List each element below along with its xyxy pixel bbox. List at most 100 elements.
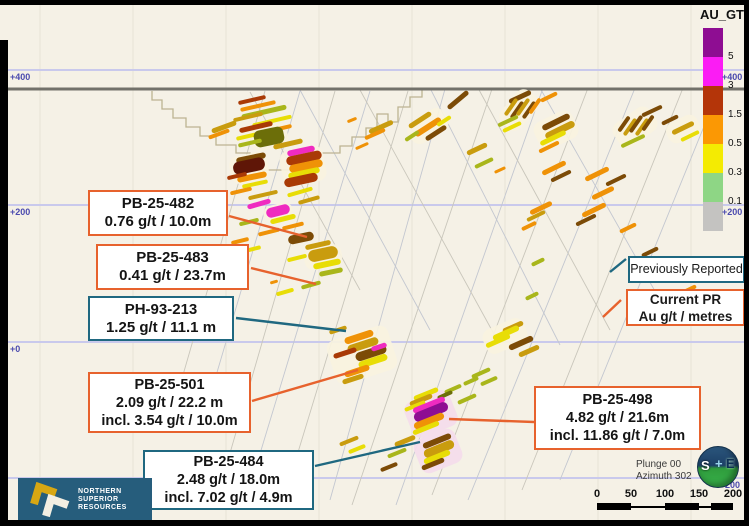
- drill-trace: [359, 89, 501, 346]
- assay-interval: [242, 179, 268, 189]
- assay-interval: [457, 393, 477, 405]
- callout-leader: [251, 368, 359, 403]
- assay-interval: [355, 142, 369, 150]
- callout-PB-25-501: PB-25-501 2.09 g/t / 22.2 m incl. 3.54 g/t…: [88, 372, 251, 433]
- assay-interval: [287, 254, 307, 262]
- assay-interval: [240, 100, 276, 112]
- callout-text-line: incl. 11.86 g/t / 7.0m: [549, 428, 686, 444]
- callout-PB-25-498: PB-25-498 4.82 g/t / 21.6m incl. 11.86 g/t…: [534, 386, 701, 450]
- assay-interval: [413, 396, 445, 414]
- legend-key-text: Au g/t / metres: [638, 308, 733, 324]
- assay-interval: [591, 186, 615, 200]
- legend-threshold-label: 1.5: [728, 109, 742, 120]
- assay-interval: [621, 134, 645, 148]
- drill-trace: [351, 88, 493, 506]
- logo-wordmark: NORTHERN SUPERIOR RESOURCES: [78, 488, 127, 512]
- assay-interval: [463, 376, 479, 386]
- assay-interval: [619, 222, 637, 234]
- assay-interval: [531, 257, 545, 267]
- frame-left: [0, 40, 8, 526]
- legend-key-text: Previously Reported: [630, 262, 743, 276]
- key-line-sample: [609, 258, 627, 273]
- scalebar-segment: [665, 503, 699, 510]
- callout-text-line: PB-25-501: [134, 376, 205, 393]
- assay-interval: [538, 141, 560, 153]
- assay-interval: [333, 347, 357, 359]
- assay-interval: [298, 195, 320, 205]
- callout-text-line: 1.25 g/t / 11.1 m: [105, 318, 217, 336]
- assay-interval: [540, 91, 558, 103]
- callout-text-line: 4.82 g/t / 21.6m: [565, 410, 670, 426]
- assay-interval: [502, 121, 522, 133]
- legend-color-segment: [703, 144, 723, 173]
- callout-PH-93-213: PH-93-213 1.25 g/t / 11.1 m: [88, 296, 234, 341]
- assay-interval: [447, 90, 469, 110]
- assay-interval: [233, 112, 263, 122]
- assay-interval: [497, 115, 519, 127]
- assay-interval: [545, 121, 575, 139]
- assay-interval: [413, 402, 449, 422]
- assay-interval: [305, 240, 331, 250]
- assay-interval: [270, 279, 278, 285]
- assay-interval: [680, 130, 700, 142]
- assay-interval: [358, 353, 388, 369]
- assay-interval: [525, 291, 539, 301]
- legend-color-segment: [703, 115, 723, 144]
- assay-interval: [238, 95, 266, 105]
- assay-interval: [211, 120, 237, 134]
- view-orientation-text: Plunge 00 Azimuth 302: [636, 459, 692, 483]
- assay-interval: [422, 433, 452, 449]
- callout-text-line: 0.76 g/t / 10.0m: [104, 213, 212, 230]
- logo-line-1: NORTHERN: [78, 488, 122, 495]
- legend-color-segment: [703, 173, 723, 202]
- assay-interval: [582, 202, 606, 218]
- assay-interval: [282, 221, 304, 231]
- drill-trace: [467, 87, 636, 501]
- assay-interval: [471, 367, 491, 379]
- legend-key-box: Previously Reported: [628, 256, 745, 283]
- legend-color-segment: [703, 57, 723, 86]
- compass-plus-icon: +: [715, 456, 723, 471]
- assay-interval: [425, 125, 447, 141]
- assay-interval: [266, 204, 290, 218]
- assay-interval: [387, 448, 407, 458]
- callout-leader: [448, 417, 535, 424]
- assay-interval: [284, 172, 318, 188]
- assay-interval: [585, 166, 609, 182]
- assay-interval: [289, 159, 323, 173]
- scalebar-tick-label: 100: [655, 488, 675, 500]
- scale-bar: 0 50 100 150 200: [593, 488, 742, 516]
- assay-interval: [248, 190, 278, 200]
- assay-interval: [494, 166, 506, 174]
- legend-key-text: Current PR: [649, 291, 722, 307]
- assay-interval: [550, 170, 572, 182]
- logo-chevrons-icon: [30, 481, 70, 518]
- key-line-sample: [602, 299, 622, 318]
- assay-interval: [480, 376, 498, 386]
- callout-leader: [314, 440, 421, 468]
- callout-text-line: PH-93-213: [124, 300, 198, 318]
- assay-interval: [529, 201, 553, 215]
- assay-interval: [231, 237, 249, 245]
- elevation-label-left: +0: [10, 344, 21, 354]
- assay-interval: [227, 172, 247, 180]
- callout-PB-25-484: PB-25-484 2.48 g/t / 18.0m incl. 7.02 g/t …: [143, 450, 314, 510]
- assay-interval: [348, 444, 366, 454]
- assay-interval: [380, 462, 398, 472]
- assay-interval: [504, 98, 518, 116]
- assay-interval: [605, 174, 627, 186]
- assay-interval: [522, 101, 536, 119]
- assay-interval: [413, 412, 445, 430]
- assay-interval: [364, 128, 386, 140]
- scalebar-segment: [711, 503, 733, 510]
- assay-interval: [421, 457, 445, 471]
- assay-interval: [286, 150, 322, 166]
- assay-interval: [641, 115, 655, 131]
- assay-interval: [408, 111, 432, 129]
- assay-interval: [273, 138, 303, 150]
- assay-interval: [474, 157, 494, 169]
- legend-color-segment: [703, 202, 723, 231]
- assay-interval: [526, 210, 546, 222]
- assay-interval: [287, 145, 315, 157]
